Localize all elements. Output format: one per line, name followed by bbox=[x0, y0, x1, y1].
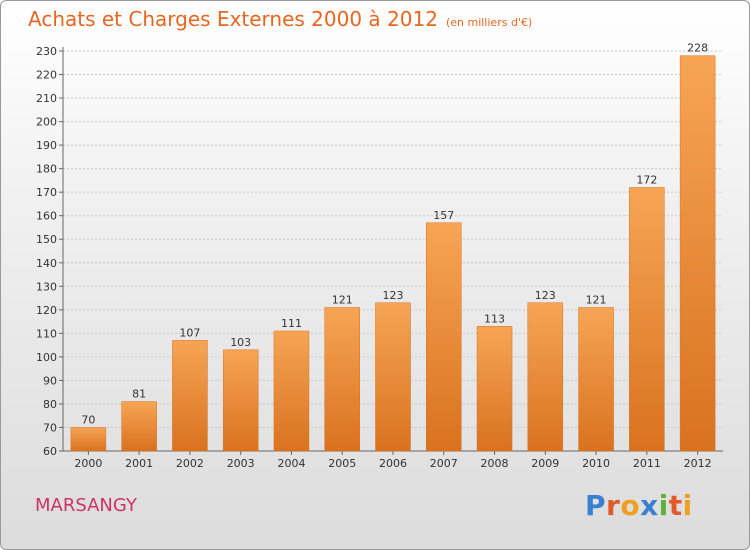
data-label-2011: 172 bbox=[636, 173, 657, 186]
y-tick-label: 220 bbox=[36, 69, 57, 82]
y-tick-label: 130 bbox=[36, 280, 57, 293]
x-tick-label-2005: 2005 bbox=[328, 457, 356, 470]
data-label-2007: 157 bbox=[433, 209, 454, 222]
chart-title: Achats et Charges Externes 2000 à 2012 (e… bbox=[28, 7, 532, 31]
bar-2001 bbox=[121, 401, 157, 452]
y-tick-label: 80 bbox=[43, 398, 57, 411]
y-tick-label: 100 bbox=[36, 351, 57, 364]
bar-2007 bbox=[426, 222, 462, 452]
x-tick-label-2010: 2010 bbox=[582, 457, 610, 470]
x-tick-label-2008: 2008 bbox=[481, 457, 509, 470]
x-tick-label-2006: 2006 bbox=[379, 457, 407, 470]
bar-2004 bbox=[273, 330, 310, 452]
data-label-2010: 121 bbox=[586, 293, 607, 306]
bar-2008 bbox=[476, 326, 513, 452]
y-tick-label: 110 bbox=[36, 327, 57, 340]
y-tick-label: 70 bbox=[43, 421, 57, 434]
x-tick-label-2012: 2012 bbox=[684, 457, 712, 470]
data-labels: 70 81 107 103 111 121 123 157 113 123 121 172 228 bbox=[81, 42, 708, 427]
bar-2002 bbox=[172, 340, 208, 452]
y-tick-label: 140 bbox=[36, 257, 57, 270]
data-label-2003: 103 bbox=[230, 336, 251, 349]
y-tick-label: 180 bbox=[36, 163, 57, 176]
y-tick-label: 60 bbox=[43, 445, 57, 458]
bar-2005 bbox=[324, 307, 360, 452]
x-tick-label-2011: 2011 bbox=[633, 457, 661, 470]
x-tick-label-2002: 2002 bbox=[176, 457, 204, 470]
x-tick-label-2009: 2009 bbox=[531, 457, 559, 470]
bar-2003 bbox=[222, 349, 259, 452]
y-tick-label: 190 bbox=[36, 139, 57, 152]
y-tick-label: 230 bbox=[36, 45, 57, 58]
x-tick-label-2004: 2004 bbox=[277, 457, 305, 470]
y-tick-label: 200 bbox=[36, 116, 57, 129]
bar-2000 bbox=[70, 427, 107, 452]
bar-2010 bbox=[578, 307, 614, 452]
bar-2011 bbox=[629, 187, 665, 452]
data-label-2005: 121 bbox=[332, 293, 353, 306]
chart-title-text: Achats et Charges Externes 2000 à 2012 bbox=[28, 7, 438, 31]
bar-2012 bbox=[679, 55, 716, 452]
x-tick-label-2000: 2000 bbox=[74, 457, 102, 470]
x-tick-label-2001: 2001 bbox=[125, 457, 153, 470]
y-tick-label: 170 bbox=[36, 186, 57, 199]
y-tick-label: 90 bbox=[43, 374, 57, 387]
proxiti-logo[interactable]: Proxiti bbox=[585, 489, 693, 522]
data-label-2002: 107 bbox=[179, 326, 200, 339]
data-label-2004: 111 bbox=[281, 317, 302, 330]
data-label-2000: 70 bbox=[81, 413, 95, 426]
y-tick-label: 160 bbox=[36, 210, 57, 223]
bars bbox=[70, 55, 716, 452]
data-label-2009: 123 bbox=[535, 289, 556, 302]
data-label-2008: 113 bbox=[484, 312, 505, 325]
x-tick-label-2003: 2003 bbox=[227, 457, 255, 470]
commune-name: MARSANGY bbox=[35, 495, 137, 516]
y-tick-label: 120 bbox=[36, 304, 57, 317]
data-label-2001: 81 bbox=[132, 388, 146, 401]
data-label-2012: 228 bbox=[687, 42, 708, 55]
data-label-2006: 123 bbox=[383, 289, 404, 302]
y-tick-label: 150 bbox=[36, 233, 57, 246]
y-tick-label: 210 bbox=[36, 92, 57, 105]
bar-2009 bbox=[527, 302, 564, 452]
chart-unit: (en milliers d'€) bbox=[445, 16, 533, 29]
bar-2006 bbox=[375, 302, 411, 452]
x-tick-label-2007: 2007 bbox=[430, 457, 458, 470]
